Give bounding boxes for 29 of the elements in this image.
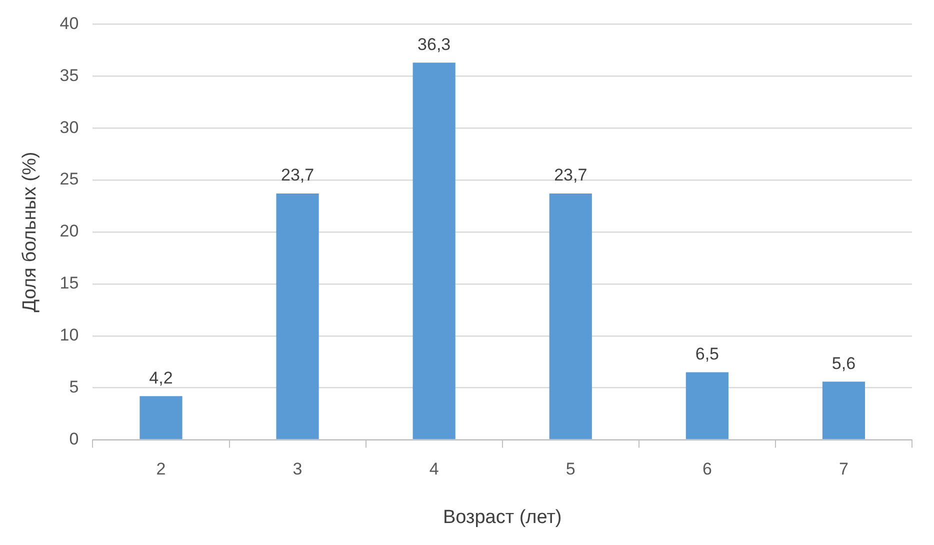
data-label: 36,3 xyxy=(418,34,451,54)
y-tick-label: 30 xyxy=(60,118,79,137)
y-tick-label: 15 xyxy=(60,274,79,293)
bar xyxy=(549,194,592,440)
y-tick-label: 25 xyxy=(60,170,79,189)
data-label: 6,5 xyxy=(695,344,719,364)
bar xyxy=(276,194,319,440)
x-tick-label: 3 xyxy=(292,460,302,479)
y-tick-label: 10 xyxy=(60,326,79,345)
x-axis-title: Возраст (лет) xyxy=(442,506,562,528)
y-tick-label: 0 xyxy=(69,429,79,448)
y-tick-label: 40 xyxy=(60,14,79,33)
bar xyxy=(412,62,456,440)
y-axis-title: Доля больных (%) xyxy=(20,152,41,312)
y-tick-label: 35 xyxy=(60,66,79,85)
data-label: 23,7 xyxy=(280,166,314,185)
y-tick-label: 5 xyxy=(69,378,79,397)
bar xyxy=(140,396,182,440)
data-label: 23,7 xyxy=(554,166,588,185)
x-tick-label: 6 xyxy=(702,460,712,479)
data-label: 5,6 xyxy=(832,354,856,373)
x-tick-label: 4 xyxy=(429,460,439,479)
x-tick-label: 7 xyxy=(838,460,848,479)
data-label: 4,2 xyxy=(149,368,173,388)
bar xyxy=(686,372,728,440)
x-tick-label: 2 xyxy=(156,460,166,479)
x-tick-label: 5 xyxy=(566,460,576,479)
y-tick-label: 20 xyxy=(60,222,79,241)
bar xyxy=(822,382,866,440)
